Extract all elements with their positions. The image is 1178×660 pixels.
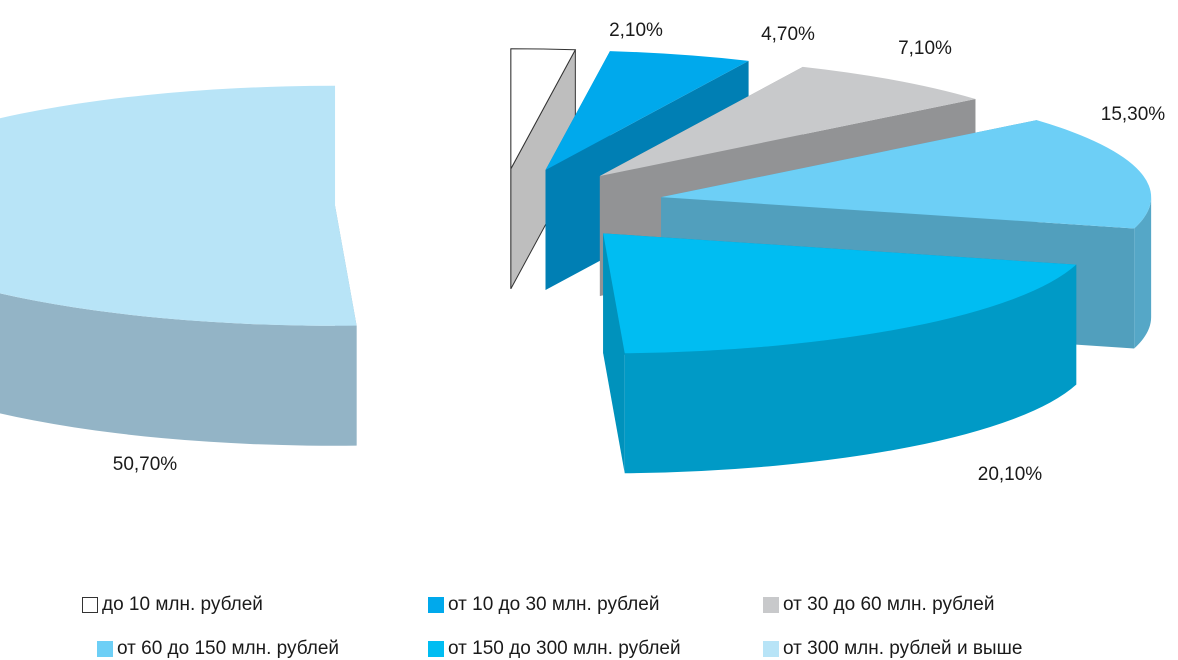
pie-slice (603, 233, 1077, 474)
slice-value-label: 20,10% (978, 464, 1043, 485)
slice-value-label: 7,10% (898, 38, 952, 59)
slice-wall (624, 264, 1077, 474)
slice-wall (1134, 197, 1152, 349)
slice-wall (0, 293, 357, 446)
slice-top (599, 66, 976, 177)
slice-value-label: 50,70% (113, 454, 178, 475)
slice-value-label: 4,70% (761, 24, 815, 45)
slice-side (603, 233, 625, 474)
slice-value-label: 15,30% (1101, 104, 1166, 125)
slice-top (661, 120, 1152, 229)
pie-slice (510, 48, 577, 289)
slice-top (545, 51, 749, 171)
slice-value-label: 2,10% (609, 20, 663, 41)
pie-slice (0, 85, 357, 446)
slice-top (0, 85, 357, 326)
slice-top (603, 233, 1077, 354)
slice-top (510, 48, 577, 169)
